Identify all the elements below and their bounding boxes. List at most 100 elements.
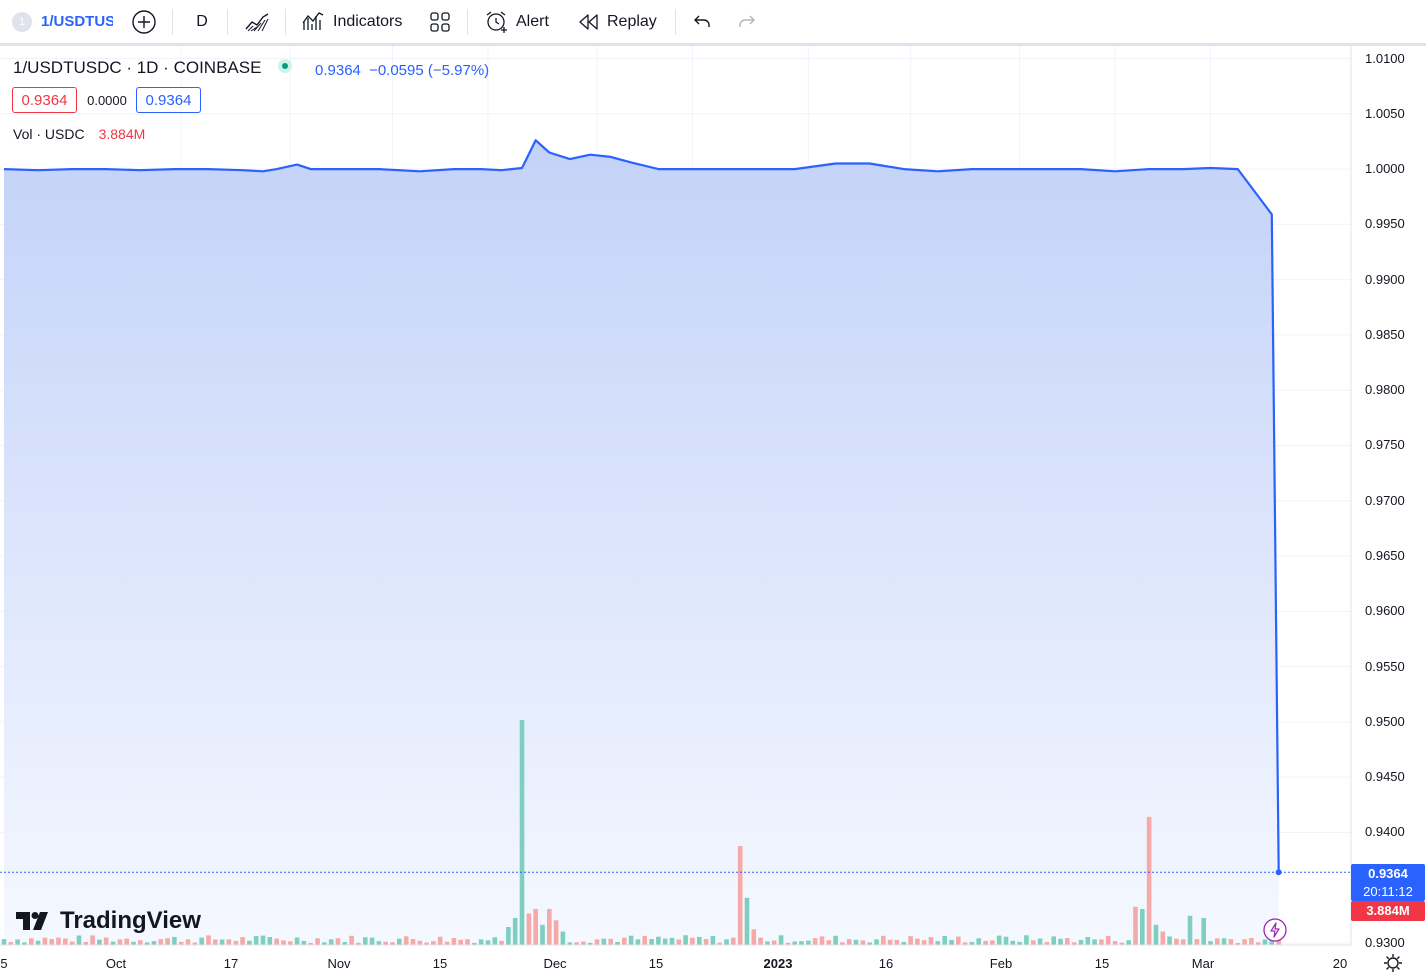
volume-bar: [874, 939, 879, 945]
volume-bar: [1242, 939, 1247, 945]
price-axis-label: 0.9450: [1365, 769, 1405, 785]
volume-bar: [63, 938, 68, 945]
volume-bar: [512, 918, 518, 945]
legend-price: 0.9364 −0.0595 (−5.97%): [315, 62, 489, 79]
undo-button[interactable]: [692, 0, 712, 43]
volume-bar: [731, 937, 736, 945]
volume-bar: [594, 939, 600, 945]
tradingview-logo-text: TradingView: [60, 907, 201, 934]
volume-bar: [131, 941, 136, 945]
volume-bar: [860, 940, 866, 945]
volume-bar: [390, 942, 395, 945]
price-axis-label: 0.9700: [1365, 492, 1405, 508]
volume-bar: [1174, 938, 1179, 945]
volume-bar: [587, 942, 593, 945]
price-axis-label: 0.9500: [1365, 713, 1405, 729]
volume-bar: [281, 940, 286, 945]
volume-bar: [799, 941, 804, 945]
volume-bar: [540, 924, 545, 946]
symbol-legend-title[interactable]: 1/USDTUSDC · 1D · COINBASE: [13, 58, 262, 77]
volume-bar: [342, 942, 348, 945]
volume-bar: [260, 935, 266, 945]
volume-bar: [335, 938, 341, 945]
volume-bar: [1017, 941, 1022, 945]
volume-bar: [410, 939, 416, 945]
volume-bar: [1153, 924, 1159, 946]
gear-icon[interactable]: [1383, 953, 1403, 978]
last-price-marker: [1275, 869, 1282, 876]
volume-bar: [642, 935, 647, 945]
replay-button[interactable]: Replay: [578, 0, 657, 43]
volume-bar: [928, 937, 934, 945]
undo-icon: [694, 15, 710, 27]
compare-button[interactable]: [131, 0, 157, 43]
volume-bar: [717, 942, 722, 945]
volume-bar: [1078, 940, 1084, 945]
time-axis-label: Dec: [543, 956, 567, 971]
volume-bar: [138, 940, 143, 945]
symbol-search[interactable]: 1 1/USDTUSDC: [12, 0, 113, 43]
sell-price-button[interactable]: 0.9364: [12, 87, 77, 113]
legend-last-price: 0.9364: [315, 62, 361, 79]
interval-button[interactable]: D: [196, 12, 208, 30]
volume-bar: [976, 938, 981, 945]
volume-bar: [819, 936, 825, 945]
volume-bar: [697, 937, 702, 945]
volume-bar: [996, 935, 1002, 945]
volume-bar: [253, 936, 259, 945]
volume-bar: [233, 940, 239, 945]
volume-bar: [328, 939, 334, 945]
time-axis-label: Oct: [105, 956, 127, 971]
volume-bar: [1215, 938, 1220, 945]
volume-bar: [288, 941, 293, 945]
volume-bar: [185, 939, 191, 945]
alert-button[interactable]: Alert: [484, 0, 549, 43]
buy-price-button[interactable]: 0.9364: [136, 87, 201, 113]
volume-bar: [178, 941, 184, 945]
volume-bar: [1221, 938, 1227, 945]
price-axis-label: 0.9850: [1365, 326, 1405, 342]
volume-bar: [1037, 938, 1043, 945]
market-status-icon[interactable]: [278, 59, 292, 73]
volume-bar: [1071, 942, 1077, 945]
toolbar-divider: [172, 9, 173, 35]
toolbar-divider: [285, 9, 286, 35]
symbol-badge: 1: [12, 11, 32, 32]
volume-bar: [771, 940, 777, 945]
plus-circle-icon: [132, 9, 156, 34]
volume-bar: [635, 939, 641, 945]
lightning-bolt-icon[interactable]: [1263, 918, 1287, 947]
volume-bar: [110, 941, 116, 945]
indicators-button[interactable]: Indicators: [301, 0, 402, 43]
chart-type-button[interactable]: [244, 0, 270, 43]
volume-bar: [601, 938, 607, 945]
volume-bar: [117, 939, 123, 945]
volume-bar: [363, 937, 368, 945]
volume-bar: [608, 938, 613, 945]
volume-bar: [751, 929, 757, 946]
volume-bar: [219, 939, 225, 945]
volume-bar: [785, 942, 791, 945]
volume-legend[interactable]: Vol · USDC 3.884M: [13, 126, 145, 142]
volume-bar: [1051, 936, 1056, 945]
volume-bar: [294, 937, 300, 945]
price-area-fill: [4, 140, 1279, 946]
volume-bar: [887, 939, 893, 945]
time-axis-label: Feb: [989, 956, 1013, 971]
time-axis-label: 20: [1332, 956, 1348, 971]
price-axis-label: 0.9400: [1365, 824, 1405, 840]
volume-bar: [492, 937, 498, 945]
volume-bar: [867, 942, 872, 945]
redo-button[interactable]: [737, 0, 757, 43]
top-toolbar: 1 1/USDTUSDC D Indicators: [0, 0, 1426, 46]
price-axis-label: 0.9550: [1365, 658, 1405, 674]
volume-bar: [567, 942, 573, 945]
volume-bar: [472, 942, 477, 945]
templates-button[interactable]: [429, 0, 451, 43]
volume-bar: [969, 941, 975, 945]
volume-bar: [1119, 942, 1125, 945]
tradingview-logo[interactable]: TradingView: [16, 906, 201, 936]
bar-countdown: 20:11:12: [1363, 884, 1413, 899]
time-axis-label: Nov: [327, 956, 351, 971]
